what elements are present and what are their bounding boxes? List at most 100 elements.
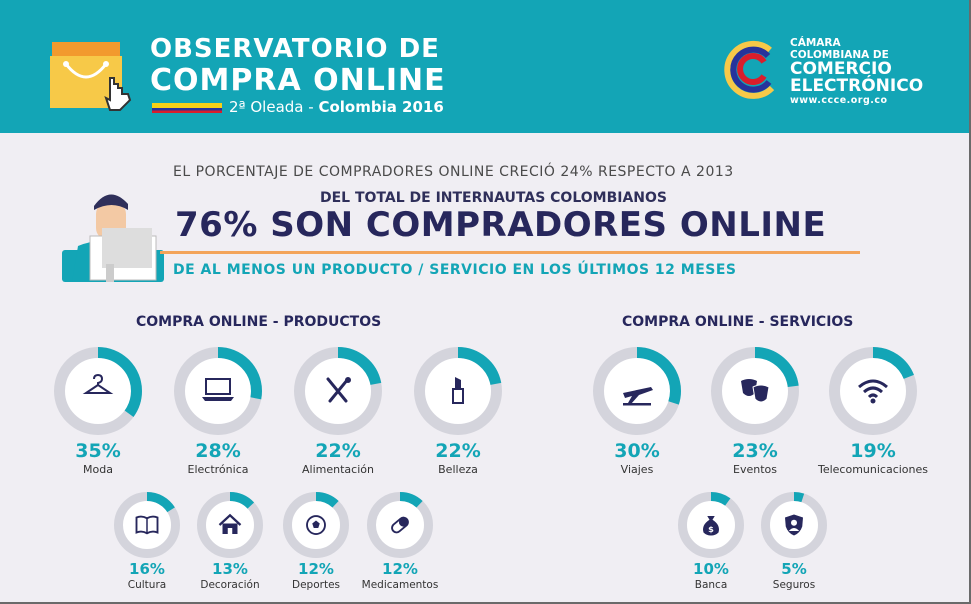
donut-cultura: 16% Cultura bbox=[97, 492, 197, 591]
house-icon bbox=[197, 492, 263, 558]
shopping-bag-icon bbox=[50, 42, 132, 111]
airplane-icon bbox=[593, 347, 681, 435]
donut-telecomunicaciones: 19% Telecomunicaciones bbox=[808, 347, 938, 476]
donut-ring-seguros bbox=[761, 492, 827, 558]
header-banner: OBSERVATORIO DE COMPRA ONLINE 2ª Oleada … bbox=[0, 0, 969, 133]
donut-slice-electronica bbox=[174, 347, 262, 435]
orange-divider bbox=[160, 251, 860, 254]
donut-slice-alimentacion bbox=[294, 347, 382, 435]
donut-slice-cultura bbox=[114, 492, 180, 558]
donut-slice-viajes bbox=[593, 347, 681, 435]
donut-value-label: 19% bbox=[850, 440, 896, 462]
donut-slice-banca bbox=[678, 492, 744, 558]
subtitle-place: Colombia 2016 bbox=[318, 98, 444, 116]
donut-slice-belleza bbox=[414, 347, 502, 435]
header-title-line2: COMPRA ONLINE bbox=[150, 63, 446, 98]
donut-ring-deportes bbox=[283, 492, 349, 558]
donut-value-label: 30% bbox=[614, 440, 660, 462]
ccce-logo-icon bbox=[724, 40, 775, 99]
donut-category-label: Eventos bbox=[733, 462, 777, 476]
donut-category-label: Alimentación bbox=[302, 462, 374, 476]
colombia-flag bbox=[152, 103, 222, 113]
donut-eventos: 23% Eventos bbox=[690, 347, 820, 476]
donut-banca: $10% Banca bbox=[661, 492, 761, 591]
lipstick-icon bbox=[414, 347, 502, 435]
shield-person-icon bbox=[761, 492, 827, 558]
donut-deportes: 12% Deportes bbox=[266, 492, 366, 591]
donut-value-label: 35% bbox=[75, 440, 121, 462]
donut-ring-decoracion bbox=[197, 492, 263, 558]
donut-value-label: 28% bbox=[195, 440, 241, 462]
donut-category-label: Belleza bbox=[438, 462, 478, 476]
donut-slice-telecomunicaciones bbox=[829, 347, 917, 435]
donut-category-label: Decoración bbox=[200, 578, 260, 591]
logo-line1: CÁMARA bbox=[790, 37, 841, 49]
donut-ring-alimentacion bbox=[294, 347, 382, 435]
header-title-line1: OBSERVATORIO DE bbox=[150, 34, 440, 64]
donut-value-label: 22% bbox=[315, 440, 361, 462]
donut-slice-moda bbox=[54, 347, 142, 435]
donut-category-label: Seguros bbox=[772, 578, 816, 591]
donut-decoracion: 13% Decoración bbox=[180, 492, 280, 591]
donut-ring-belleza bbox=[414, 347, 502, 435]
donut-moda: 35% Moda bbox=[33, 347, 163, 476]
donut-category-label: Deportes bbox=[292, 578, 340, 591]
donut-category-label: Medicamentos bbox=[361, 578, 439, 591]
donut-ring-telecomunicaciones bbox=[829, 347, 917, 435]
donut-category-label: Electrónica bbox=[187, 462, 249, 476]
donut-belleza: 22% Belleza bbox=[393, 347, 523, 476]
donut-ring-electronica bbox=[174, 347, 262, 435]
ccce-logo-text: CÁMARA COLOMBIANA DE COMERCIO ELECTRÓNIC… bbox=[790, 38, 923, 106]
pill-icon bbox=[367, 492, 433, 558]
growth-intro: EL PORCENTAJE DE COMPRADORES ONLINE CREC… bbox=[173, 164, 734, 180]
donut-value-label: 13% bbox=[212, 560, 248, 578]
donut-svg-belleza bbox=[414, 347, 502, 435]
donut-slice-deportes bbox=[283, 492, 349, 558]
products-section-title: COMPRA ONLINE - PRODUCTOS bbox=[136, 314, 382, 330]
donut-value-label: 22% bbox=[435, 440, 481, 462]
donut-slice-decoracion bbox=[197, 492, 263, 558]
donut-svg-moda bbox=[54, 347, 142, 435]
theater-masks-icon bbox=[711, 347, 799, 435]
logo-line3: COMERCIO bbox=[790, 59, 892, 79]
donut-value-label: 10% bbox=[693, 560, 729, 578]
logo-url: www.ccce.org.co bbox=[790, 95, 888, 106]
donut-svg-telecomunicaciones bbox=[829, 347, 917, 435]
svg-text:$: $ bbox=[708, 524, 714, 534]
donut-slice-seguros bbox=[761, 492, 827, 558]
donut-ring-eventos bbox=[711, 347, 799, 435]
donut-value-label: 23% bbox=[732, 440, 778, 462]
donut-seguros: 5% Seguros bbox=[744, 492, 844, 591]
donut-value-label: 16% bbox=[129, 560, 165, 578]
donut-slice-medicamentos bbox=[367, 492, 433, 558]
donut-slice-eventos bbox=[711, 347, 799, 435]
donut-ring-viajes bbox=[593, 347, 681, 435]
donut-medicamentos: 12% Medicamentos bbox=[350, 492, 450, 591]
soccer-ball-icon bbox=[283, 492, 349, 558]
person-at-computer-icon bbox=[62, 194, 164, 282]
book-icon bbox=[114, 492, 180, 558]
donut-category-label: Moda bbox=[83, 462, 113, 476]
main-stat: 76% SON COMPRADORES ONLINE bbox=[175, 205, 827, 245]
donut-category-label: Viajes bbox=[620, 462, 654, 476]
donut-value-label: 12% bbox=[382, 560, 418, 578]
donut-ring-medicamentos bbox=[367, 492, 433, 558]
donut-ring-moda bbox=[54, 347, 142, 435]
cutlery-icon bbox=[294, 347, 382, 435]
donut-ring-banca: $ bbox=[678, 492, 744, 558]
donut-value-label: 12% bbox=[298, 560, 334, 578]
laptop-icon bbox=[174, 347, 262, 435]
donut-alimentacion: 22% Alimentación bbox=[273, 347, 403, 476]
hanger-icon bbox=[54, 347, 142, 435]
subtitle-wave: 2ª Oleada - bbox=[229, 98, 319, 116]
donut-category-label: Banca bbox=[694, 578, 728, 591]
donut-electronica: 28% Electrónica bbox=[153, 347, 283, 476]
services-section-title: COMPRA ONLINE - SERVICIOS bbox=[622, 314, 854, 330]
donut-ring-cultura bbox=[114, 492, 180, 558]
stat-footnote: DE AL MENOS UN PRODUCTO / SERVICIO EN LO… bbox=[173, 262, 737, 278]
donut-value-label: 5% bbox=[781, 560, 807, 578]
wifi-icon bbox=[829, 347, 917, 435]
money-bag-icon: $ bbox=[678, 492, 744, 558]
internauts-subtitle: DEL TOTAL DE INTERNAUTAS COLOMBIANOS bbox=[320, 190, 667, 206]
